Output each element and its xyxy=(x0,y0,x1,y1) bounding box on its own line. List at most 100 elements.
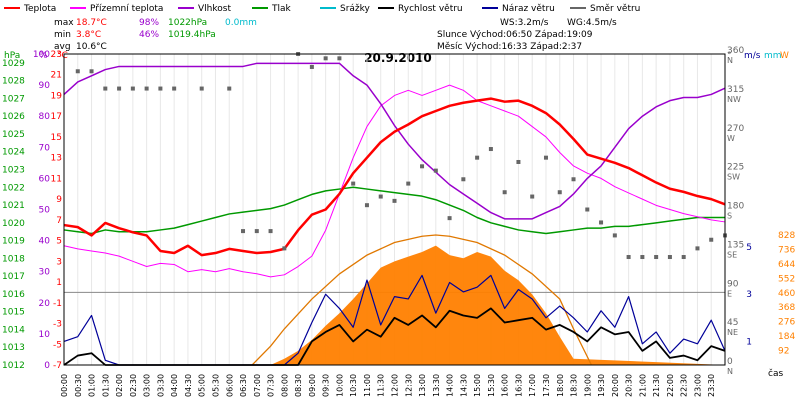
temp-tick-label: 19 xyxy=(51,91,63,101)
unit-pct: % xyxy=(39,51,48,61)
stats-max-label: max xyxy=(54,18,74,28)
temp-tick-label: 5 xyxy=(56,237,62,247)
time-tick-label: 05:30 xyxy=(211,374,220,397)
wind-direction-point xyxy=(447,216,452,221)
info-wg: WG:4.5m/s xyxy=(567,18,617,28)
humidity-tick-label: 100 xyxy=(33,50,50,60)
wind-direction-point xyxy=(502,190,507,195)
time-tick-label: 07:00 xyxy=(253,374,262,397)
pressure-tick-label: 1025 xyxy=(2,130,25,140)
temp-tick-label: -1 xyxy=(53,299,62,309)
wind-direction-point xyxy=(599,220,604,225)
wind-direction-point xyxy=(323,56,328,61)
direction-cardinal-label: NW xyxy=(727,95,741,104)
time-tick-label: 02:30 xyxy=(129,374,138,397)
direction-cardinal-label: SE xyxy=(727,250,737,259)
time-tick-label: 21:00 xyxy=(638,374,647,397)
humidity-tick-label: 80 xyxy=(39,112,51,122)
wind-direction-point xyxy=(654,255,659,260)
temp-tick-label: 3 xyxy=(56,257,62,267)
time-tick-label: 00:30 xyxy=(74,374,83,397)
wind-direction-point xyxy=(117,86,122,91)
humidity-tick-label: 40 xyxy=(39,237,51,247)
wind-direction-point xyxy=(626,255,631,260)
humidity-tick-label: 10 xyxy=(39,330,51,340)
wind-direction-point xyxy=(268,229,273,234)
time-tick-label: 08:30 xyxy=(294,374,303,397)
solar-tick-label: 276 xyxy=(778,318,795,328)
stats-max-temp: 18.7°C xyxy=(76,18,107,28)
legend-label: Tlak xyxy=(271,4,292,14)
time-tick-label: 01:00 xyxy=(88,374,97,397)
time-tick-label: 09:00 xyxy=(308,374,317,397)
legend-label: Přízemní teplota xyxy=(90,4,163,14)
time-tick-label: 20:00 xyxy=(611,374,620,397)
pressure-tick-label: 1029 xyxy=(2,59,25,69)
pressure-tick-label: 1021 xyxy=(2,201,25,211)
solar-radiation-area xyxy=(64,245,725,365)
legend-label: Vlhkost xyxy=(198,4,231,14)
direction-tick-label: 315 xyxy=(727,85,744,95)
pressure-tick-label: 1026 xyxy=(2,112,25,122)
unit-wm2: W xyxy=(780,51,789,61)
direction-cardinal-label: N xyxy=(727,367,733,376)
pressure-line xyxy=(63,186,725,235)
stats-min-label: min xyxy=(54,30,71,40)
solar-max-curve xyxy=(251,234,593,366)
unit-deg: ° xyxy=(727,51,732,61)
wind-direction-point xyxy=(475,155,480,160)
humidity-tick-label: 60 xyxy=(39,174,51,184)
wind-direction-point xyxy=(433,168,438,173)
stats-max-rain: 0.0mm xyxy=(225,18,257,28)
pressure-tick-label: 1015 xyxy=(2,308,25,318)
time-tick-label: 19:00 xyxy=(583,374,592,397)
wind-direction-point xyxy=(585,207,590,212)
pressure-tick-label: 1027 xyxy=(2,94,25,104)
humidity-tick-label: 0 xyxy=(44,361,50,371)
wind-direction-point xyxy=(130,86,135,91)
wind-direction-point xyxy=(640,255,645,260)
direction-cardinal-label: S xyxy=(727,212,732,221)
temp-tick-label: 7 xyxy=(56,216,62,226)
info-ws: WS:3.2m/s xyxy=(500,18,549,28)
humidity-tick-label: 90 xyxy=(39,81,51,91)
wind-direction-point xyxy=(89,69,94,74)
time-tick-label: 07:30 xyxy=(267,374,276,397)
direction-cardinal-label: SW xyxy=(727,173,740,182)
wind-direction-point xyxy=(227,86,232,91)
legend-label: Rychlost větru xyxy=(398,4,463,14)
direction-tick-label: 270 xyxy=(727,124,744,134)
wind-direction-point xyxy=(516,159,521,164)
stats-max-hum: 98% xyxy=(139,18,159,28)
time-tick-label: 20:30 xyxy=(625,374,634,397)
solar-tick-label: 736 xyxy=(778,245,795,255)
ground-temperature-line xyxy=(63,84,726,278)
pressure-tick-label: 1019 xyxy=(2,237,25,247)
wind-direction-point xyxy=(406,181,411,186)
unit-hpa: hPa xyxy=(4,51,20,61)
legend-label: Směr větru xyxy=(590,4,640,14)
temp-tick-label: 23 xyxy=(51,50,62,60)
solar-tick-label: 644 xyxy=(778,260,795,270)
time-tick-label: 01:30 xyxy=(101,374,110,397)
time-tick-label: 14:30 xyxy=(459,374,468,397)
pressure-tick-label: 1024 xyxy=(2,148,25,158)
pressure-tick-label: 1020 xyxy=(2,219,25,229)
time-tick-label: 09:30 xyxy=(322,374,331,397)
stats-min-press: 1019.4hPa xyxy=(168,30,216,40)
time-tick-label: 15:30 xyxy=(487,374,496,397)
solar-tick-label: 828 xyxy=(778,231,795,241)
pressure-tick-label: 1013 xyxy=(2,343,25,353)
pressure-tick-label: 1017 xyxy=(2,272,25,282)
temp-tick-label: -5 xyxy=(53,340,62,350)
wind-direction-point xyxy=(364,203,369,208)
wind-direction-point xyxy=(172,86,177,91)
unit-ms: m/s xyxy=(744,51,761,61)
time-tick-label: 10:00 xyxy=(335,374,344,397)
wind-tick-label: 1 xyxy=(746,337,752,347)
wind-tick-label: 5 xyxy=(746,243,752,253)
series-lines xyxy=(63,52,727,366)
direction-tick-label: 180 xyxy=(727,202,744,212)
wind-direction-point xyxy=(420,164,425,169)
time-tick-label: 23:30 xyxy=(707,374,716,397)
